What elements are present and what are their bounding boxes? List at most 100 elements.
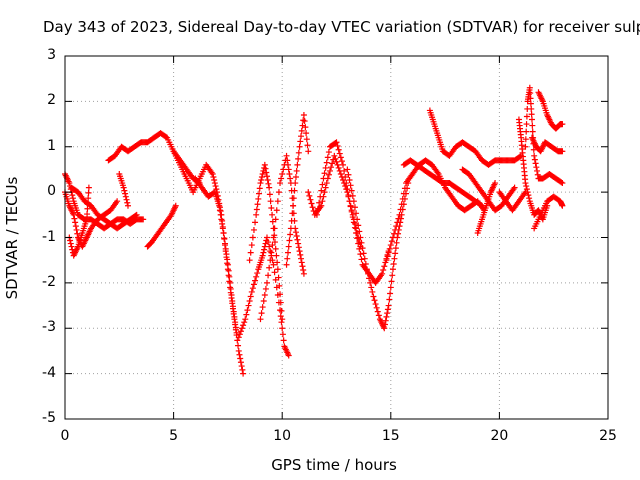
data-point — [523, 121, 530, 128]
data-point — [374, 308, 381, 315]
data-point — [271, 269, 278, 276]
data-point — [269, 242, 276, 249]
data-point — [300, 270, 307, 277]
data-point — [356, 245, 363, 252]
data-series-track-k — [246, 161, 286, 323]
data-point — [382, 317, 389, 324]
data-point — [284, 255, 291, 262]
data-point — [290, 202, 297, 209]
data-point — [231, 313, 238, 320]
data-point — [227, 279, 234, 286]
data-point — [321, 189, 328, 196]
data-point — [384, 306, 391, 313]
data-point — [262, 165, 269, 172]
data-series-track-m — [283, 111, 312, 268]
data-point — [333, 158, 340, 165]
data-point — [263, 234, 270, 241]
data-point — [224, 256, 231, 263]
data-point — [257, 180, 264, 187]
data-point — [388, 278, 395, 285]
data-point — [529, 122, 536, 129]
data-point — [252, 219, 259, 226]
data-point — [72, 223, 79, 230]
data-point — [275, 274, 282, 281]
data-point — [355, 222, 362, 229]
data-point — [531, 152, 538, 159]
data-point — [367, 279, 374, 286]
data-point — [124, 202, 131, 209]
data-point — [295, 244, 302, 251]
data-point — [297, 251, 304, 258]
data-point — [379, 270, 386, 277]
y-tick-label: 0 — [47, 183, 56, 200]
data-point — [492, 180, 499, 187]
data-point — [350, 219, 357, 226]
data-point — [85, 189, 92, 196]
data-point — [389, 234, 396, 241]
data-point — [342, 174, 349, 180]
data-series-track-b — [62, 189, 121, 250]
data-point — [523, 186, 530, 193]
data-point — [270, 261, 277, 268]
data-point — [271, 239, 278, 246]
data-series-track-g — [144, 202, 179, 250]
data-point — [336, 150, 343, 157]
data-point — [122, 193, 129, 200]
data-point — [559, 180, 566, 187]
data-point — [384, 253, 391, 260]
data-point — [283, 152, 290, 159]
data-point — [559, 202, 566, 209]
data-point — [329, 160, 336, 167]
data-point — [527, 90, 534, 97]
data-point — [340, 177, 347, 184]
data-point — [209, 170, 216, 177]
data-point — [523, 113, 530, 120]
data-point — [247, 249, 254, 256]
data-point — [123, 196, 130, 203]
data-point — [261, 291, 268, 298]
data-point — [240, 322, 247, 329]
data-point — [266, 184, 273, 191]
data-point — [162, 133, 169, 140]
data-point — [71, 215, 78, 222]
data-point — [526, 195, 533, 202]
data-point — [274, 259, 281, 266]
data-point — [348, 187, 355, 194]
data-point — [385, 302, 392, 309]
data-point — [300, 117, 307, 124]
data-point — [353, 229, 360, 236]
data-point — [216, 202, 223, 209]
data-series-track-u — [474, 180, 499, 236]
data-series-track-z — [528, 134, 566, 155]
data-point — [235, 334, 242, 341]
data-point — [348, 208, 355, 215]
data-point — [284, 157, 291, 164]
data-point — [254, 201, 261, 208]
data-point — [532, 160, 539, 167]
data-point — [273, 252, 280, 259]
data-point — [524, 189, 531, 196]
data-point — [287, 175, 294, 182]
data-point — [357, 234, 364, 241]
data-point — [522, 180, 529, 187]
data-point — [477, 201, 484, 208]
x-tick-label: 25 — [599, 428, 617, 444]
data-point — [233, 329, 240, 336]
data-point — [295, 240, 302, 247]
data-point — [319, 181, 326, 188]
data-point — [278, 307, 285, 314]
data-point — [296, 248, 303, 255]
data-point — [323, 180, 330, 187]
data-point — [259, 252, 266, 259]
data-point — [69, 192, 76, 199]
data-point — [265, 180, 272, 187]
data-series-track-v — [496, 189, 529, 214]
data-series-track-aa — [531, 193, 566, 232]
data-point — [305, 148, 312, 155]
data-point — [358, 256, 365, 263]
data-point — [307, 196, 314, 203]
data-point — [248, 288, 255, 295]
data-point — [322, 164, 329, 171]
data-point — [384, 310, 391, 317]
data-point — [309, 204, 316, 211]
